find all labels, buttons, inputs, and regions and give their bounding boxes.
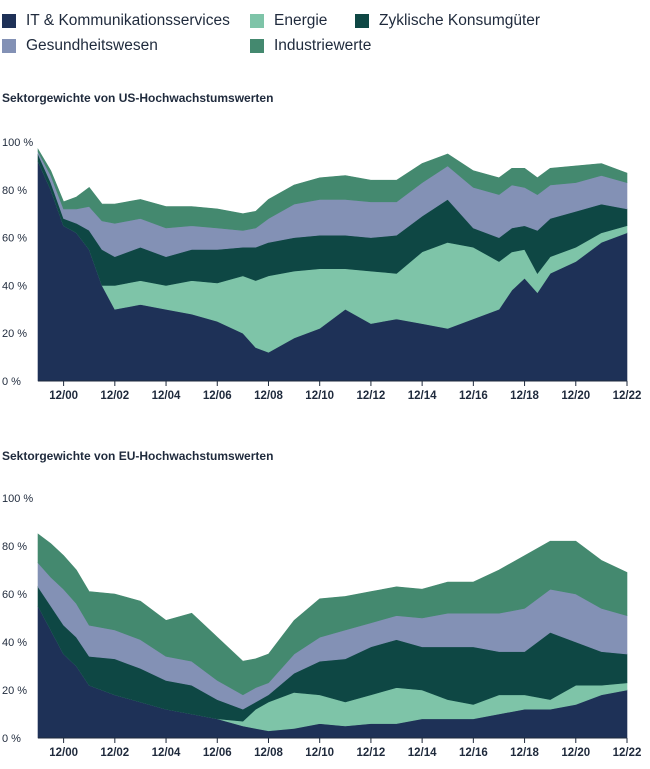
us-x-tick-label: 12/04	[152, 390, 181, 402]
eu-y-tick-label: 40 %	[2, 637, 27, 649]
legend-swatch-gesundheit	[2, 39, 16, 53]
eu-y-tick-label: 100 %	[2, 493, 33, 505]
legend-label-it: IT & Kommunikationsservices	[26, 12, 230, 29]
us-x-tick-label: 12/14	[408, 390, 437, 402]
eu-y-tick-label: 60 %	[2, 589, 27, 601]
us-y-tick-label: 60 %	[2, 233, 27, 245]
us-x-tick-label: 12/06	[203, 390, 232, 402]
us-y-tick-label: 20 %	[2, 328, 27, 340]
legend-swatch-zyklische	[355, 14, 369, 28]
eu-y-tick-label: 0 %	[2, 733, 21, 745]
us-x-tick-label: 12/02	[100, 390, 129, 402]
legend-swatch-it	[2, 14, 16, 28]
eu-x-tick-label: 12/14	[408, 747, 437, 759]
legend-label-gesundheit: Gesundheitswesen	[26, 37, 158, 54]
eu-x-tick-label: 12/22	[613, 747, 642, 759]
chart-title-us: Sektorgewichte von US-Hochwachstumswerte…	[2, 91, 274, 105]
legend-label-energie: Energie	[274, 12, 328, 29]
eu-x-tick-label: 12/08	[254, 747, 283, 759]
eu-x-tick-label: 12/20	[561, 747, 590, 759]
legend-item-industrie: Industriewerte	[250, 37, 371, 55]
us-area-industriewerte	[37, 148, 628, 231]
chart-us: 0 % 20 % 40 % 60 % 80 % 100 % 12/00 12/02 12/04 1…	[2, 137, 642, 402]
eu-x-tick-label: 12/12	[357, 747, 386, 759]
us-x-tick-label: 12/08	[254, 390, 283, 402]
legend-label-zyklische: Zyklische Konsumgüter	[379, 12, 541, 29]
us-x-tick-label: 12/00	[49, 390, 78, 402]
us-y-tick-label: 80 %	[2, 185, 27, 197]
eu-x-tick-label: 12/16	[459, 747, 488, 759]
us-x-tick-label: 12/20	[561, 390, 590, 402]
eu-x-tick-label: 12/00	[49, 747, 78, 759]
legend: IT & Kommunikationsservices Energie Zykl…	[0, 0, 650, 60]
legend-item-gesundheit: Gesundheitswesen	[2, 37, 158, 55]
eu-y-tick-label: 20 %	[2, 685, 27, 697]
legend-item-energie: Energie	[250, 12, 327, 30]
us-x-tick-label: 12/12	[357, 390, 386, 402]
us-y-tick-label: 100 %	[2, 137, 33, 149]
us-x-tick-label: 12/18	[510, 390, 539, 402]
chart-title-eu: Sektorgewichte von EU-Hochwachstumswerte…	[2, 449, 274, 463]
us-x-tick-label: 12/16	[459, 390, 488, 402]
legend-swatch-energie	[250, 14, 264, 28]
eu-x-tick-label: 12/06	[203, 747, 232, 759]
us-y-tick-label: 0 %	[2, 376, 21, 388]
eu-area-industriewerte	[37, 533, 628, 696]
legend-item-it: IT & Kommunikationsservices	[2, 12, 230, 30]
legend-label-industrie: Industriewerte	[274, 37, 372, 54]
eu-y-tick-label: 80 %	[2, 541, 27, 553]
eu-x-tick-label: 12/10	[305, 747, 334, 759]
legend-item-zyklische: Zyklische Konsumgüter	[355, 12, 540, 30]
legend-swatch-industrie	[250, 39, 264, 53]
us-x-tick-label: 12/22	[613, 390, 642, 402]
eu-x-tick-label: 12/02	[100, 747, 129, 759]
us-x-tick-label: 12/10	[305, 390, 334, 402]
chart-eu: 0 % 20 % 40 % 60 % 80 % 100 % 12/00 12/02 12/04 1…	[2, 493, 642, 759]
us-y-tick-label: 40 %	[2, 280, 27, 292]
eu-x-tick-label: 12/18	[510, 747, 539, 759]
eu-x-tick-label: 12/04	[152, 747, 181, 759]
